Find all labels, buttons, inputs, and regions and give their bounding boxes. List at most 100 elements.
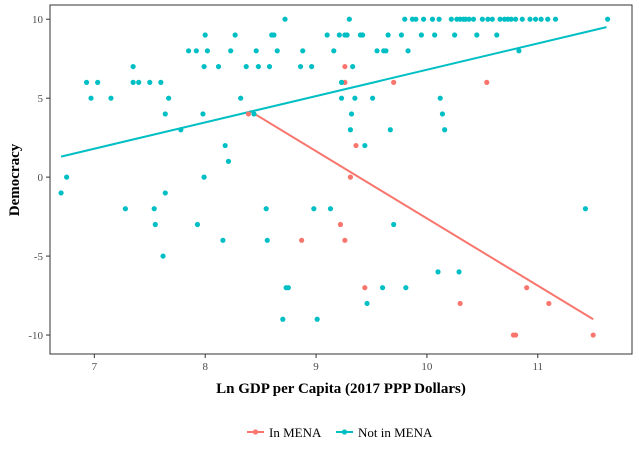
data-point-series-1	[494, 32, 500, 38]
data-point-series-1	[185, 48, 192, 54]
y-tick-label: -10	[28, 330, 43, 342]
y-tick-label: 5	[38, 93, 44, 105]
data-point-series-1	[147, 79, 153, 85]
y-axis-title: Democracy	[7, 143, 23, 216]
data-point-series-1	[338, 95, 345, 101]
plot-panel	[49, 4, 633, 355]
data-point-series-0	[347, 174, 354, 180]
data-point-series-1	[253, 48, 259, 54]
data-point-series-1	[344, 32, 350, 38]
data-point-series-1	[398, 32, 405, 38]
data-point-series-1	[385, 32, 391, 38]
x-axis-title: Ln GDP per Capita (2017 PPP Dollars)	[216, 381, 466, 397]
data-point-series-1	[228, 48, 234, 54]
data-point-series-0	[513, 332, 519, 338]
data-point-series-1	[151, 206, 157, 212]
data-point-series-1	[331, 48, 337, 54]
legend-label: Not in MENA	[358, 425, 433, 440]
data-point-series-1	[413, 16, 419, 22]
data-point-series-0	[353, 142, 359, 149]
data-point-series-1	[532, 16, 539, 22]
data-point-series-1	[166, 95, 172, 101]
data-point-series-1	[83, 79, 90, 85]
data-point-series-1	[448, 16, 454, 22]
y-axis: -10 -5 0 5 10	[28, 14, 50, 342]
legend-item-0: In MENA	[247, 425, 322, 440]
data-point-series-1	[347, 127, 354, 133]
data-point-series-1	[263, 206, 269, 212]
data-point-series-1	[274, 48, 280, 54]
data-point-series-1	[95, 79, 101, 85]
data-point-series-1	[204, 48, 211, 54]
legend-key-point	[252, 429, 259, 435]
data-point-series-1	[108, 95, 114, 101]
data-point-series-1	[437, 95, 443, 101]
data-point-series-1	[489, 16, 495, 22]
data-point-series-1	[452, 32, 458, 38]
data-point-series-1	[485, 16, 491, 22]
x-tick-label: 10	[421, 361, 433, 373]
data-point-series-1	[130, 79, 136, 85]
data-point-series-1	[201, 63, 207, 70]
legend-key-point	[341, 429, 348, 435]
data-point-series-1	[327, 206, 334, 212]
data-point-series-1	[238, 95, 244, 101]
data-point-series-1	[479, 16, 485, 22]
data-point-series-1	[336, 32, 342, 38]
data-point-series-1	[309, 63, 315, 70]
data-point-series-0	[546, 300, 552, 307]
y-tick-label: 10	[32, 14, 44, 26]
data-point-series-1	[442, 127, 448, 133]
data-point-series-1	[130, 63, 136, 70]
data-point-series-0	[484, 79, 490, 85]
data-point-series-1	[497, 16, 503, 22]
data-point-series-1	[360, 32, 366, 38]
data-point-series-1	[152, 221, 158, 228]
data-point-series-1	[474, 32, 480, 38]
data-point-series-1	[436, 16, 442, 22]
data-point-series-1	[348, 111, 355, 117]
data-point-series-0	[342, 63, 348, 70]
data-point-series-1	[516, 48, 522, 54]
data-point-series-1	[300, 48, 306, 54]
data-point-series-1	[352, 95, 358, 101]
data-point-series-1	[403, 285, 409, 291]
data-point-series-1	[362, 142, 368, 149]
data-point-series-1	[194, 221, 201, 228]
data-point-series-1	[285, 285, 291, 291]
data-point-series-1	[64, 174, 70, 180]
data-point-series-1	[324, 32, 330, 38]
data-point-series-1	[435, 269, 441, 275]
data-point-series-1	[552, 16, 559, 22]
data-point-series-1	[251, 111, 257, 117]
data-point-series-0	[590, 332, 596, 338]
data-point-series-1	[383, 48, 389, 54]
data-point-series-1	[225, 158, 232, 164]
data-point-series-1	[466, 16, 472, 22]
data-point-series-1	[387, 127, 393, 133]
data-point-series-1	[374, 48, 380, 54]
data-point-series-1	[215, 63, 222, 70]
data-point-series-0	[299, 237, 305, 243]
data-point-series-1	[200, 111, 206, 117]
data-point-series-1	[201, 174, 207, 180]
data-point-series-0	[391, 79, 397, 85]
data-point-series-1	[243, 63, 249, 70]
data-point-series-1	[162, 190, 168, 196]
data-point-series-1	[346, 16, 352, 22]
y-tick-label: -5	[34, 251, 44, 263]
data-point-series-0	[342, 237, 348, 243]
data-point-series-1	[264, 237, 270, 243]
data-point-series-1	[538, 16, 544, 22]
x-axis: 7 8 9 10 11	[92, 354, 543, 373]
y-tick-label: 0	[38, 172, 44, 184]
legend: In MENA Not in MENA	[247, 425, 433, 440]
data-point-series-1	[255, 63, 262, 70]
data-point-series-1	[420, 16, 427, 22]
data-point-series-1	[545, 16, 551, 22]
x-tick-label: 8	[202, 361, 208, 373]
data-point-series-1	[136, 79, 142, 85]
data-point-series-1	[232, 32, 238, 38]
data-point-series-1	[282, 16, 288, 22]
data-point-series-1	[364, 300, 370, 307]
